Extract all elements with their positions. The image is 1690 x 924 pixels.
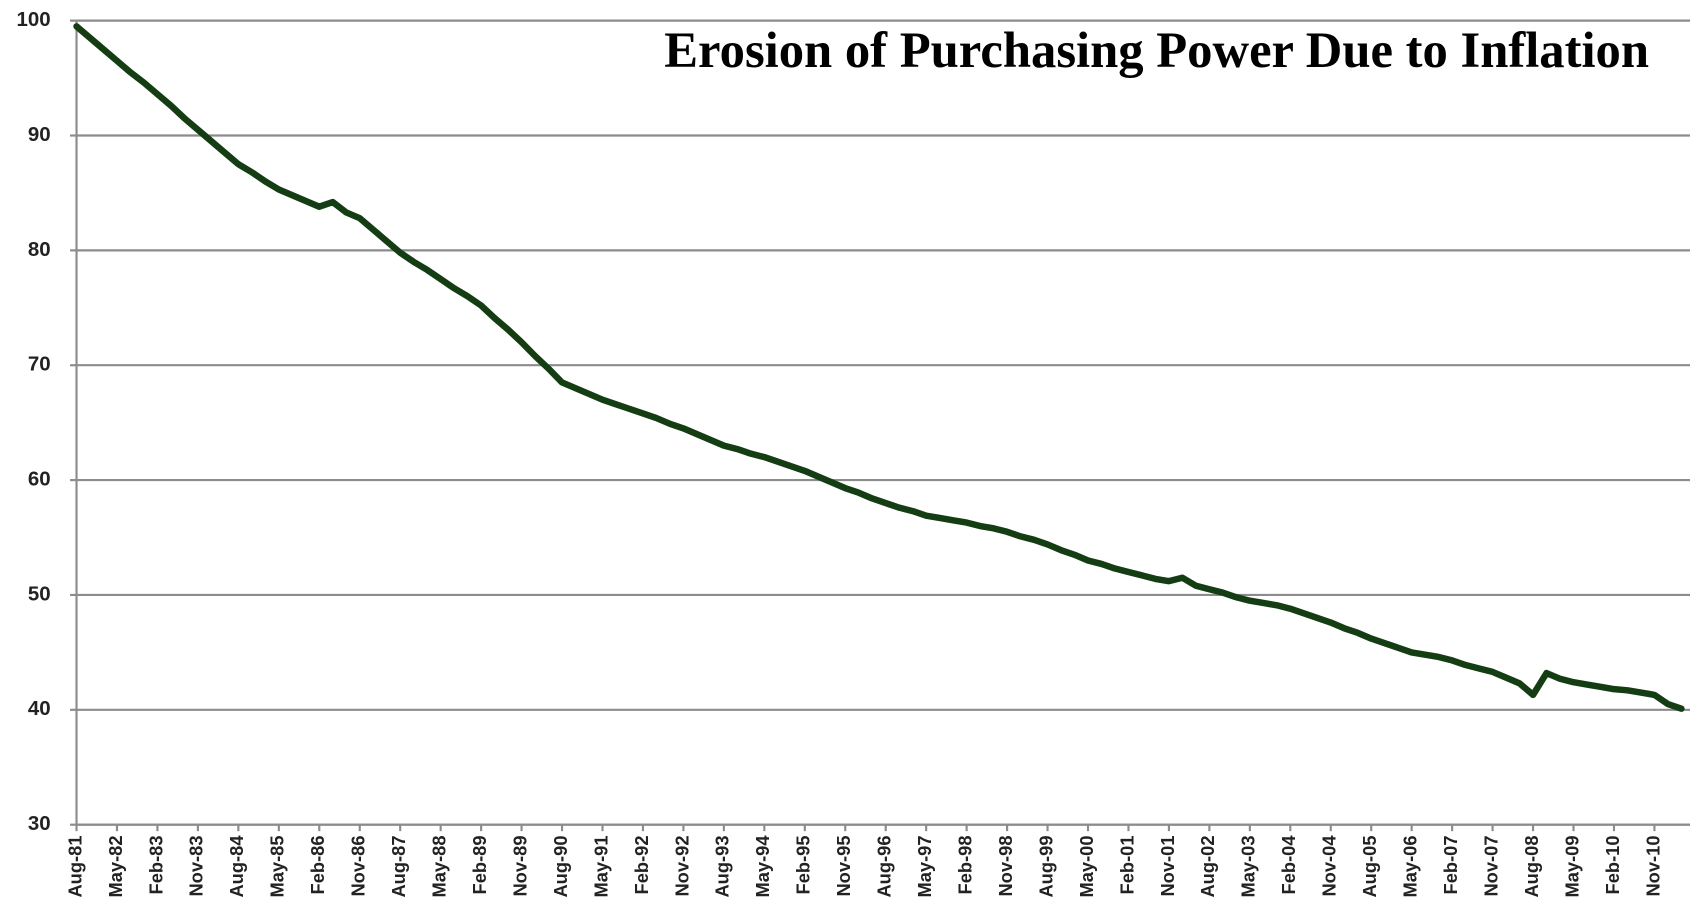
x-tick-label: Nov-83	[186, 835, 207, 896]
x-tick-label: Nov-98	[995, 835, 1016, 896]
x-tick-label: Feb-98	[954, 835, 975, 894]
x-tick-label: Feb-83	[145, 835, 166, 894]
x-tick-label: Nov-01	[1157, 835, 1178, 896]
x-tick-label: May-88	[429, 835, 450, 897]
x-tick-label: May-91	[590, 835, 611, 897]
x-tick-label: Aug-84	[226, 835, 247, 898]
x-tick-label: Nov-92	[671, 835, 692, 896]
x-tick-label: Nov-86	[348, 835, 369, 896]
x-tick-label: Aug-05	[1359, 835, 1380, 897]
x-tick-label: Aug-81	[64, 835, 85, 897]
x-tick-label: May-97	[914, 835, 935, 897]
x-tick-label: Nov-04	[1319, 835, 1340, 897]
y-tick-label: 80	[28, 238, 51, 261]
x-tick-label: Feb-01	[1116, 835, 1137, 894]
y-tick-label: 50	[28, 582, 51, 605]
x-tick-label: May-03	[1238, 835, 1259, 897]
x-tick-label: May-85	[267, 835, 288, 897]
x-tick-label: May-94	[752, 835, 773, 898]
x-tick-label: May-09	[1561, 835, 1582, 897]
x-tick-label: Nov-95	[833, 835, 854, 896]
x-tick-label: Aug-93	[712, 835, 733, 897]
x-tick-label: May-82	[105, 835, 126, 897]
x-tick-label: Feb-89	[469, 835, 490, 894]
y-tick-label: 40	[28, 697, 51, 720]
x-tick-label: Aug-99	[1035, 835, 1056, 897]
x-tick-label: Aug-90	[550, 835, 571, 897]
x-tick-label: Nov-89	[509, 835, 530, 896]
x-tick-label: Feb-95	[793, 835, 814, 894]
x-tick-label: Feb-10	[1602, 835, 1623, 894]
y-tick-label: 60	[28, 467, 51, 490]
x-tick-label: Nov-10	[1642, 835, 1663, 896]
x-tick-label: May-06	[1400, 835, 1421, 897]
x-tick-label: Feb-86	[307, 835, 328, 894]
x-tick-label: Nov-07	[1480, 835, 1501, 896]
y-tick-label: 100	[17, 8, 51, 31]
x-tick-label: Feb-92	[631, 835, 652, 894]
x-tick-label: Feb-07	[1440, 835, 1461, 894]
y-tick-label: 70	[28, 353, 51, 376]
x-tick-label: Aug-87	[388, 835, 409, 897]
x-tick-label: May-00	[1076, 835, 1097, 897]
y-tick-label: 90	[28, 123, 51, 146]
x-tick-label: Aug-08	[1521, 835, 1542, 897]
y-tick-label: 30	[28, 812, 51, 835]
x-tick-label: Aug-02	[1197, 835, 1218, 897]
x-tick-label: Feb-04	[1278, 835, 1299, 895]
x-tick-label: Aug-96	[874, 835, 895, 897]
chart-title: Erosion of Purchasing Power Due to Infla…	[664, 22, 1649, 78]
line	[73, 23, 1685, 712]
